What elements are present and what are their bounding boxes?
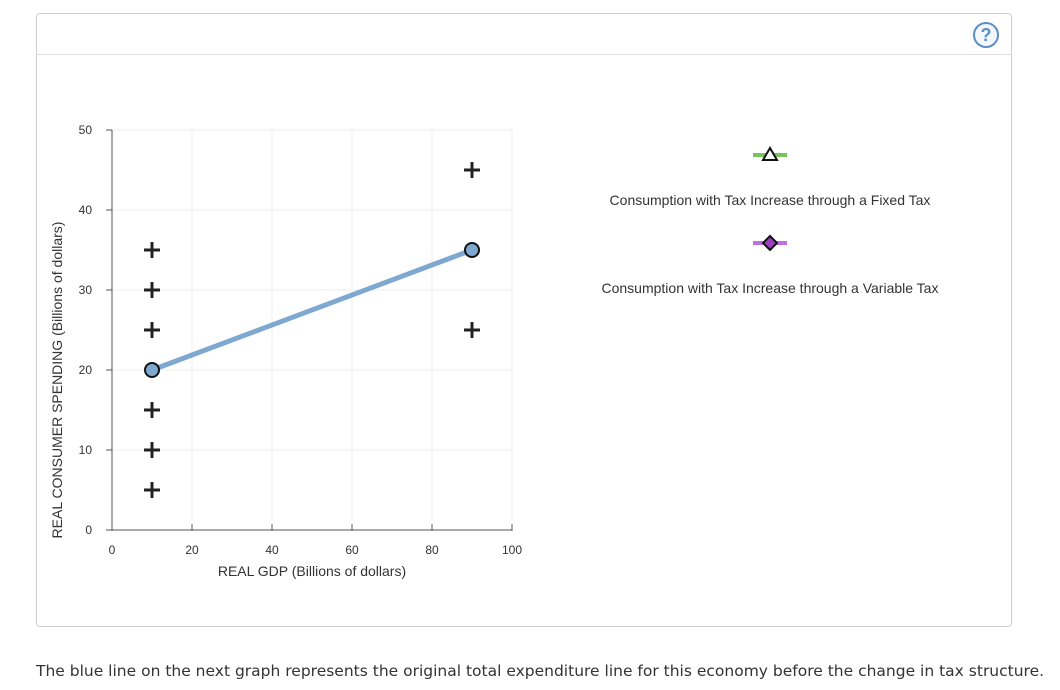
diamond-icon — [761, 234, 779, 252]
plus-marker[interactable] — [144, 482, 160, 498]
grid — [112, 129, 513, 530]
legend: Consumption with Tax Increase through a … — [602, 146, 939, 296]
y-tick-label: 50 — [79, 123, 93, 137]
x-tick-label: 20 — [185, 543, 199, 557]
x-tick-label: 100 — [502, 543, 522, 557]
x-axis-title: REAL GDP (Billions of dollars) — [218, 563, 406, 579]
chart[interactable]: 0 10 20 30 40 50 0 20 40 60 80 100 REAL CONSUMER S… — [37, 14, 1011, 626]
series-layer — [144, 242, 480, 378]
plus-marker[interactable] — [144, 282, 160, 298]
y-axis-title: REAL CONSUMER SPENDING (Billions of doll… — [49, 222, 65, 539]
x-tick-label: 0 — [109, 543, 116, 557]
y-tick-label: 30 — [79, 283, 93, 297]
x-tick-label: 60 — [345, 543, 359, 557]
y-tick-labels: 0 10 20 30 40 50 — [79, 123, 93, 537]
line-endpoint[interactable] — [144, 362, 160, 378]
x-tick-label: 80 — [425, 543, 439, 557]
panel-header: ? — [37, 14, 1011, 55]
plus-markers — [144, 162, 480, 498]
legend-item-fixed-tax[interactable]: Consumption with Tax Increase through a … — [610, 146, 931, 208]
x-tick-label: 40 — [265, 543, 279, 557]
triangle-icon — [761, 146, 779, 161]
plus-marker[interactable] — [144, 322, 160, 338]
plus-marker[interactable] — [464, 162, 480, 178]
plus-marker[interactable] — [464, 322, 480, 338]
graph-panel: ? 0 10 20 30 40 50 0 20 40 60 80 100 REAL CONSUMER… — [36, 13, 1012, 627]
legend-label: Consumption with Tax Increase through a … — [610, 192, 931, 208]
caption-text: The blue line on the next graph represen… — [36, 662, 1045, 680]
help-icon[interactable]: ? — [973, 22, 999, 48]
line-endpoint[interactable] — [464, 242, 480, 258]
y-tick-label: 20 — [79, 363, 93, 377]
y-tick-label: 10 — [79, 443, 93, 457]
plus-marker[interactable] — [144, 442, 160, 458]
x-tick-labels: 0 20 40 60 80 100 — [109, 543, 523, 557]
plus-marker[interactable] — [144, 402, 160, 418]
y-tick-label: 40 — [79, 203, 93, 217]
expenditure-line[interactable] — [149, 247, 475, 373]
y-tick-label: 0 — [85, 523, 92, 537]
plus-marker[interactable] — [144, 242, 160, 258]
legend-item-variable-tax[interactable]: Consumption with Tax Increase through a … — [602, 234, 939, 296]
legend-label: Consumption with Tax Increase through a … — [602, 280, 939, 296]
axes — [106, 129, 513, 531]
